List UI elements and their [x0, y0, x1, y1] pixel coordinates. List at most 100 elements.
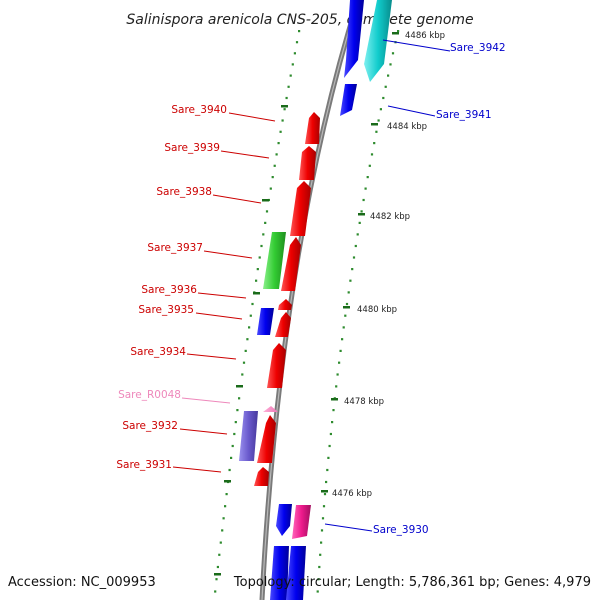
connector-sare-3939 — [220, 150, 270, 159]
gene-sare-3934[interactable] — [267, 343, 286, 388]
tick-label: 4482 kbp — [370, 212, 410, 222]
gene-sare-3938[interactable] — [290, 181, 311, 236]
track-dot — [321, 517, 325, 520]
label-sare-3942[interactable]: Sare_3942 — [450, 42, 506, 54]
gene-blue-bottom-1[interactable] — [276, 504, 292, 536]
track-dot — [368, 164, 371, 167]
gene-sare-3937-red[interactable] — [281, 237, 301, 291]
track-dot — [256, 268, 259, 271]
label-sare-3940[interactable]: Sare_3940 — [171, 104, 227, 116]
track-dot — [236, 409, 239, 412]
track-dot — [362, 198, 365, 202]
track-dot — [215, 578, 218, 581]
label-sare-3931[interactable]: Sare_3931 — [116, 459, 172, 471]
map-title: Salinispora arenicola CNS-205, complete … — [126, 12, 473, 28]
gene-blue-top-1[interactable] — [344, 0, 364, 78]
connector-sare-3937 — [203, 250, 253, 259]
connector-sare-3934 — [186, 353, 237, 360]
gene-sare-3937[interactable] — [263, 232, 286, 289]
track-dot — [248, 326, 251, 329]
tick-mark — [343, 306, 350, 309]
track-dot — [249, 314, 252, 317]
track-dot — [382, 96, 385, 100]
tick-mark — [371, 123, 378, 126]
gene-sare-3939[interactable] — [299, 146, 316, 180]
track-dot — [231, 444, 234, 448]
track-dot — [265, 210, 269, 213]
track-dot — [287, 85, 290, 88]
track-dot — [323, 493, 327, 496]
track-dot — [241, 373, 244, 376]
track-dot — [345, 302, 349, 306]
track-dot — [377, 119, 380, 122]
connector-sare-3938 — [212, 194, 262, 204]
track-dot — [242, 361, 246, 364]
label-sare-3939[interactable]: Sare_3939 — [164, 142, 220, 154]
track-dot — [366, 176, 369, 179]
track-dot — [389, 63, 392, 66]
gene-sare-3930[interactable] — [292, 505, 311, 539]
track-dot — [262, 233, 265, 236]
track-dot — [216, 565, 219, 569]
track-dot — [354, 244, 357, 248]
label-sare-3934[interactable]: Sare_3934 — [130, 346, 186, 358]
track-dot — [387, 74, 390, 77]
track-dot — [379, 108, 382, 111]
connector-sare-3930 — [324, 523, 373, 532]
track-dot — [281, 119, 284, 122]
gene-blue-bottom-2[interactable] — [270, 546, 289, 600]
track-dot — [269, 187, 272, 190]
connector-sare-3935 — [195, 312, 243, 320]
label-sare-3936[interactable]: Sare_3936 — [141, 284, 197, 296]
gene-sare-3940[interactable] — [305, 112, 320, 144]
track-dot — [373, 142, 376, 145]
label-sare-3935[interactable]: Sare_3935 — [138, 304, 194, 316]
track-dot — [370, 153, 374, 156]
track-dot — [298, 30, 301, 33]
track-dot — [218, 553, 221, 556]
label-sare-3937[interactable]: Sare_3937 — [147, 242, 203, 254]
track-dot — [228, 468, 231, 472]
scale-tick-4480: 4480 kbp — [343, 305, 397, 315]
track-dot — [327, 456, 330, 459]
left-tick-dashes — [214, 105, 288, 576]
accession-text: Accession: NC_009953 — [8, 575, 156, 590]
gene-sare-r0048[interactable] — [263, 406, 278, 412]
track-dot — [344, 314, 347, 317]
gene-sare-3935[interactable] — [257, 308, 274, 335]
label-sare-3930[interactable]: Sare_3930 — [373, 524, 429, 536]
gene-sare-3932-red[interactable] — [257, 415, 276, 463]
label-sare-3932[interactable]: Sare_3932 — [122, 420, 178, 432]
label-sare-3941[interactable]: Sare_3941 — [436, 109, 492, 121]
track-dot — [317, 578, 320, 581]
track-dot — [285, 96, 288, 100]
scale-tick-4484: 4484 kbp — [371, 122, 427, 132]
tick-mark — [331, 398, 338, 401]
track-dot — [244, 349, 247, 352]
track-dot — [318, 565, 321, 569]
label-sare-r0048[interactable]: Sare_R0048 — [118, 389, 181, 401]
track-dot — [289, 74, 292, 77]
label-sare-3938[interactable]: Sare_3938 — [156, 186, 212, 198]
tick-label: 4486 kbp — [405, 31, 445, 41]
track-dot — [295, 41, 299, 44]
track-dot — [233, 432, 236, 436]
gene-sare-3936[interactable] — [278, 299, 292, 310]
track-dot — [341, 338, 344, 341]
outer-dot-track — [316, 30, 400, 593]
track-dot — [275, 153, 278, 156]
gene-sare-3931[interactable] — [254, 467, 269, 486]
track-dot — [234, 421, 237, 424]
scale-tick-4486: 4486 kbp — [392, 31, 445, 41]
gene-sare-3941[interactable] — [340, 84, 357, 116]
track-dot — [360, 210, 363, 213]
track-dot — [335, 385, 338, 388]
gene-sare-3935-red[interactable] — [275, 312, 291, 337]
track-dot — [230, 456, 233, 459]
gene-sare-3942[interactable] — [364, 0, 392, 82]
gene-sare-3932[interactable] — [239, 411, 258, 461]
gene-blue-bottom-3[interactable] — [286, 546, 306, 600]
track-dot — [358, 221, 361, 224]
track-dot — [384, 85, 387, 88]
